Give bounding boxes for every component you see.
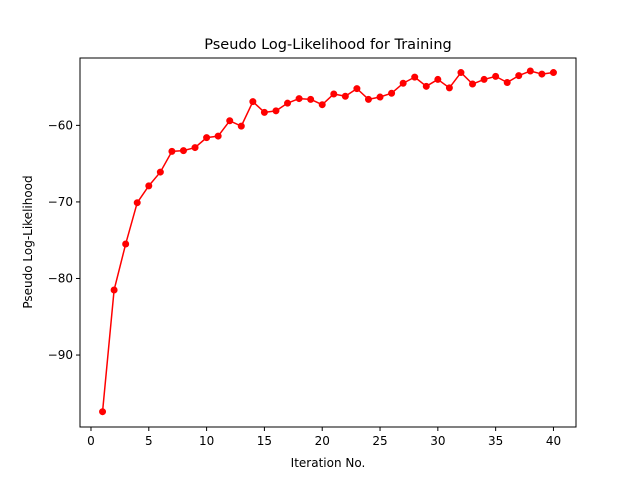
data-point	[295, 95, 303, 103]
data-point	[284, 99, 292, 107]
x-axis: 0 5 10 15 20 25 30 35 40	[87, 427, 561, 448]
chart-title: Pseudo Log-Likelihood for Training	[204, 37, 451, 53]
y-tick-label: −80	[48, 271, 73, 285]
y-axis-label: Pseudo Log-Likelihood	[21, 175, 35, 308]
data-point	[457, 69, 465, 77]
data-point	[318, 101, 326, 109]
data-point	[110, 286, 118, 294]
data-point	[99, 408, 107, 416]
x-tick-label: 25	[372, 434, 387, 448]
data-point	[341, 92, 349, 100]
data-point	[422, 82, 430, 90]
axes-frame	[79, 57, 577, 428]
x-axis-label: Iteration No.	[291, 456, 366, 470]
data-point	[168, 147, 176, 155]
x-tick-label: 35	[488, 434, 503, 448]
data-point	[330, 90, 338, 98]
data-point	[503, 78, 511, 86]
x-tick-label: 40	[546, 434, 561, 448]
data-point	[307, 95, 315, 103]
data-point	[203, 134, 211, 142]
data-point	[445, 84, 453, 92]
series-layer	[99, 67, 557, 416]
data-point	[156, 168, 164, 176]
data-point	[492, 72, 500, 80]
data-point	[480, 75, 488, 83]
data-point	[388, 89, 396, 97]
data-point	[515, 72, 523, 80]
data-point	[133, 199, 141, 207]
data-point	[434, 75, 442, 83]
data-point	[353, 85, 361, 93]
data-point	[145, 182, 153, 190]
x-tick-label: 10	[199, 434, 214, 448]
data-point	[214, 132, 222, 140]
data-point	[469, 80, 477, 88]
data-point	[260, 108, 268, 116]
series-line	[101, 70, 554, 412]
data-point	[549, 69, 557, 77]
x-tick-label: 0	[87, 434, 95, 448]
data-point	[122, 240, 130, 248]
y-tick-label: −70	[48, 195, 73, 209]
x-tick-label: 30	[430, 434, 445, 448]
data-point	[191, 144, 199, 152]
y-tick-label: −90	[48, 348, 73, 362]
y-axis: −90 −80 −70 −60	[48, 118, 80, 362]
x-tick-label: 20	[315, 434, 330, 448]
plot-area: 0 5 10 15 20 25 30 35 40 −90 −80 −70 −60	[48, 57, 577, 448]
data-point	[226, 117, 234, 125]
data-point	[237, 122, 245, 130]
data-point	[249, 98, 257, 106]
data-point	[411, 73, 419, 81]
data-point	[376, 93, 384, 101]
data-point	[526, 67, 534, 75]
x-tick-label: 15	[257, 434, 272, 448]
data-point	[538, 70, 546, 78]
data-point	[272, 107, 280, 115]
data-point	[399, 79, 407, 87]
data-point	[179, 147, 187, 155]
y-tick-label: −60	[48, 118, 73, 132]
data-point	[364, 95, 372, 103]
x-tick-label: 5	[145, 434, 153, 448]
